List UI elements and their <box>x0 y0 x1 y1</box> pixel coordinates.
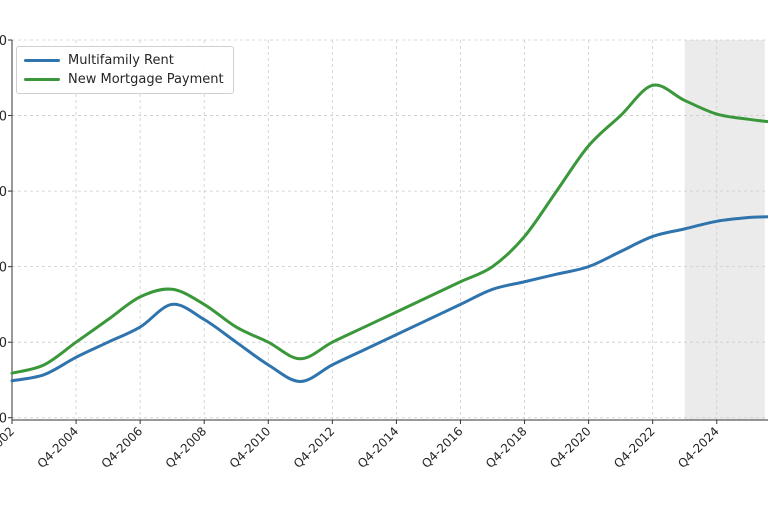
x-tick-label: Q4-2018 <box>483 424 530 471</box>
y-tick-label: 0 <box>0 336 7 351</box>
x-tick-label: Q4-2024 <box>675 424 722 471</box>
x-tick-label: Q4-2008 <box>163 424 210 471</box>
y-tick-label: 0 <box>0 185 7 200</box>
legend-item-new-mortgage-payment: New Mortgage Payment <box>24 69 224 89</box>
legend-label-new-mortgage-payment: New Mortgage Payment <box>68 71 224 87</box>
legend-label-multifamily-rent: Multifamily Rent <box>68 52 174 68</box>
series-lines <box>10 83 768 383</box>
chart-legend: Multifamily Rent New Mortgage Payment <box>16 46 234 94</box>
x-tick-label: Q4-2004 <box>35 424 82 471</box>
tick-labels: Q4-2002 Q4-2004 Q4-2006 Q4-2008 Q4-2010 Q4-20… <box>0 34 722 471</box>
y-tick-label: 0 <box>0 110 7 125</box>
x-tick-label: Q4-2002 <box>0 424 17 471</box>
y-tick-label: 0 <box>0 412 7 427</box>
x-tick-label: Q4-2014 <box>355 424 402 471</box>
x-tick-label: Q4-2012 <box>291 424 338 471</box>
x-tick-label: Q4-2016 <box>419 424 466 471</box>
legend-item-multifamily-rent: Multifamily Rent <box>24 50 174 70</box>
x-tick-label: Q4-2022 <box>611 424 658 471</box>
x-tick-label: Q4-2010 <box>227 424 274 471</box>
x-tick-label: Q4-2020 <box>547 424 594 471</box>
axes <box>11 40 768 421</box>
x-tick-label: Q4-2006 <box>99 424 146 471</box>
forecast-shade <box>684 40 765 420</box>
series-line-multifamily-rent <box>10 215 768 383</box>
y-tick-label: 0 <box>0 261 7 276</box>
y-tick-label: 0 <box>0 34 7 49</box>
grid-lines <box>11 39 768 420</box>
series-line-new-mortgage-payment <box>10 83 768 375</box>
forecast-shaded-region <box>684 40 765 420</box>
legend-swatch-new-mortgage-payment <box>24 77 60 81</box>
legend-swatch-multifamily-rent <box>24 58 60 62</box>
